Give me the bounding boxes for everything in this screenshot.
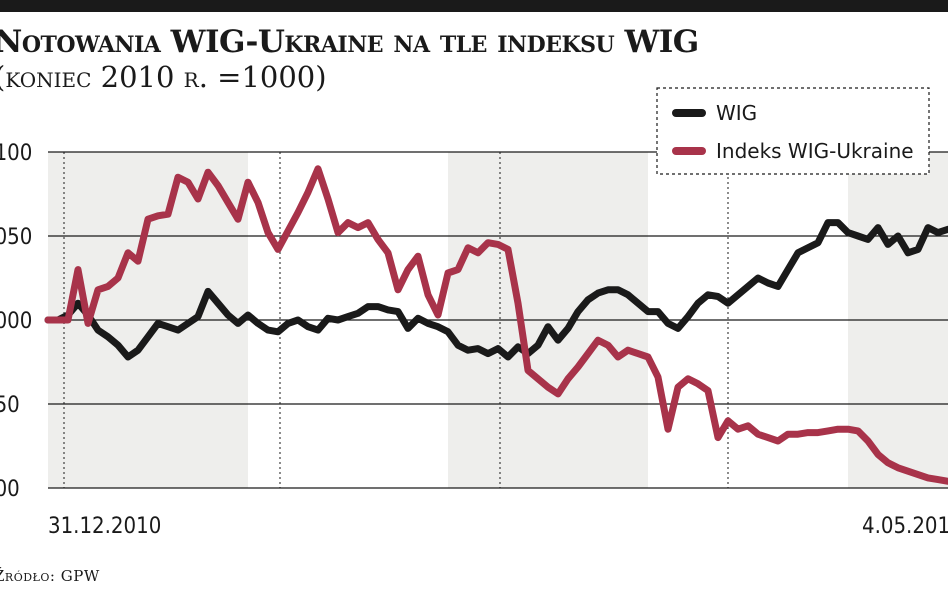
- x-axis-ticks: 31.12.2010 4.05.2011: [48, 514, 948, 539]
- chart-subtitle: (koniec 2010 r. =1000): [0, 60, 327, 94]
- x-tick-label: 4.05.2011: [862, 514, 948, 539]
- series-lines: [44, 165, 948, 485]
- header-bar: [0, 0, 948, 12]
- chart-title: Notowania WIG-Ukraine na tle indeksu WIG: [0, 24, 699, 60]
- y-axis-ticks: 900 950 1000 1050 1100: [0, 141, 32, 502]
- legend-label: Indeks WIG-Ukraine: [716, 139, 914, 163]
- series-line-indeks-wig-ukraine: [44, 165, 948, 485]
- series-line-wig: [44, 219, 948, 361]
- legend-box: [656, 87, 930, 175]
- y-tick-label: 1000: [0, 309, 32, 334]
- y-tick-label: 950: [0, 393, 20, 418]
- legend-label: WIG: [716, 101, 757, 125]
- x-tick-label: 31.12.2010: [48, 514, 161, 539]
- y-tick-label: 900: [0, 477, 20, 502]
- y-tick-label: 1050: [0, 225, 32, 250]
- source-note: Źródło: GPW: [0, 567, 100, 585]
- legend: WIG Indeks WIG-Ukraine: [656, 87, 930, 175]
- y-tick-label: 1100: [0, 141, 32, 166]
